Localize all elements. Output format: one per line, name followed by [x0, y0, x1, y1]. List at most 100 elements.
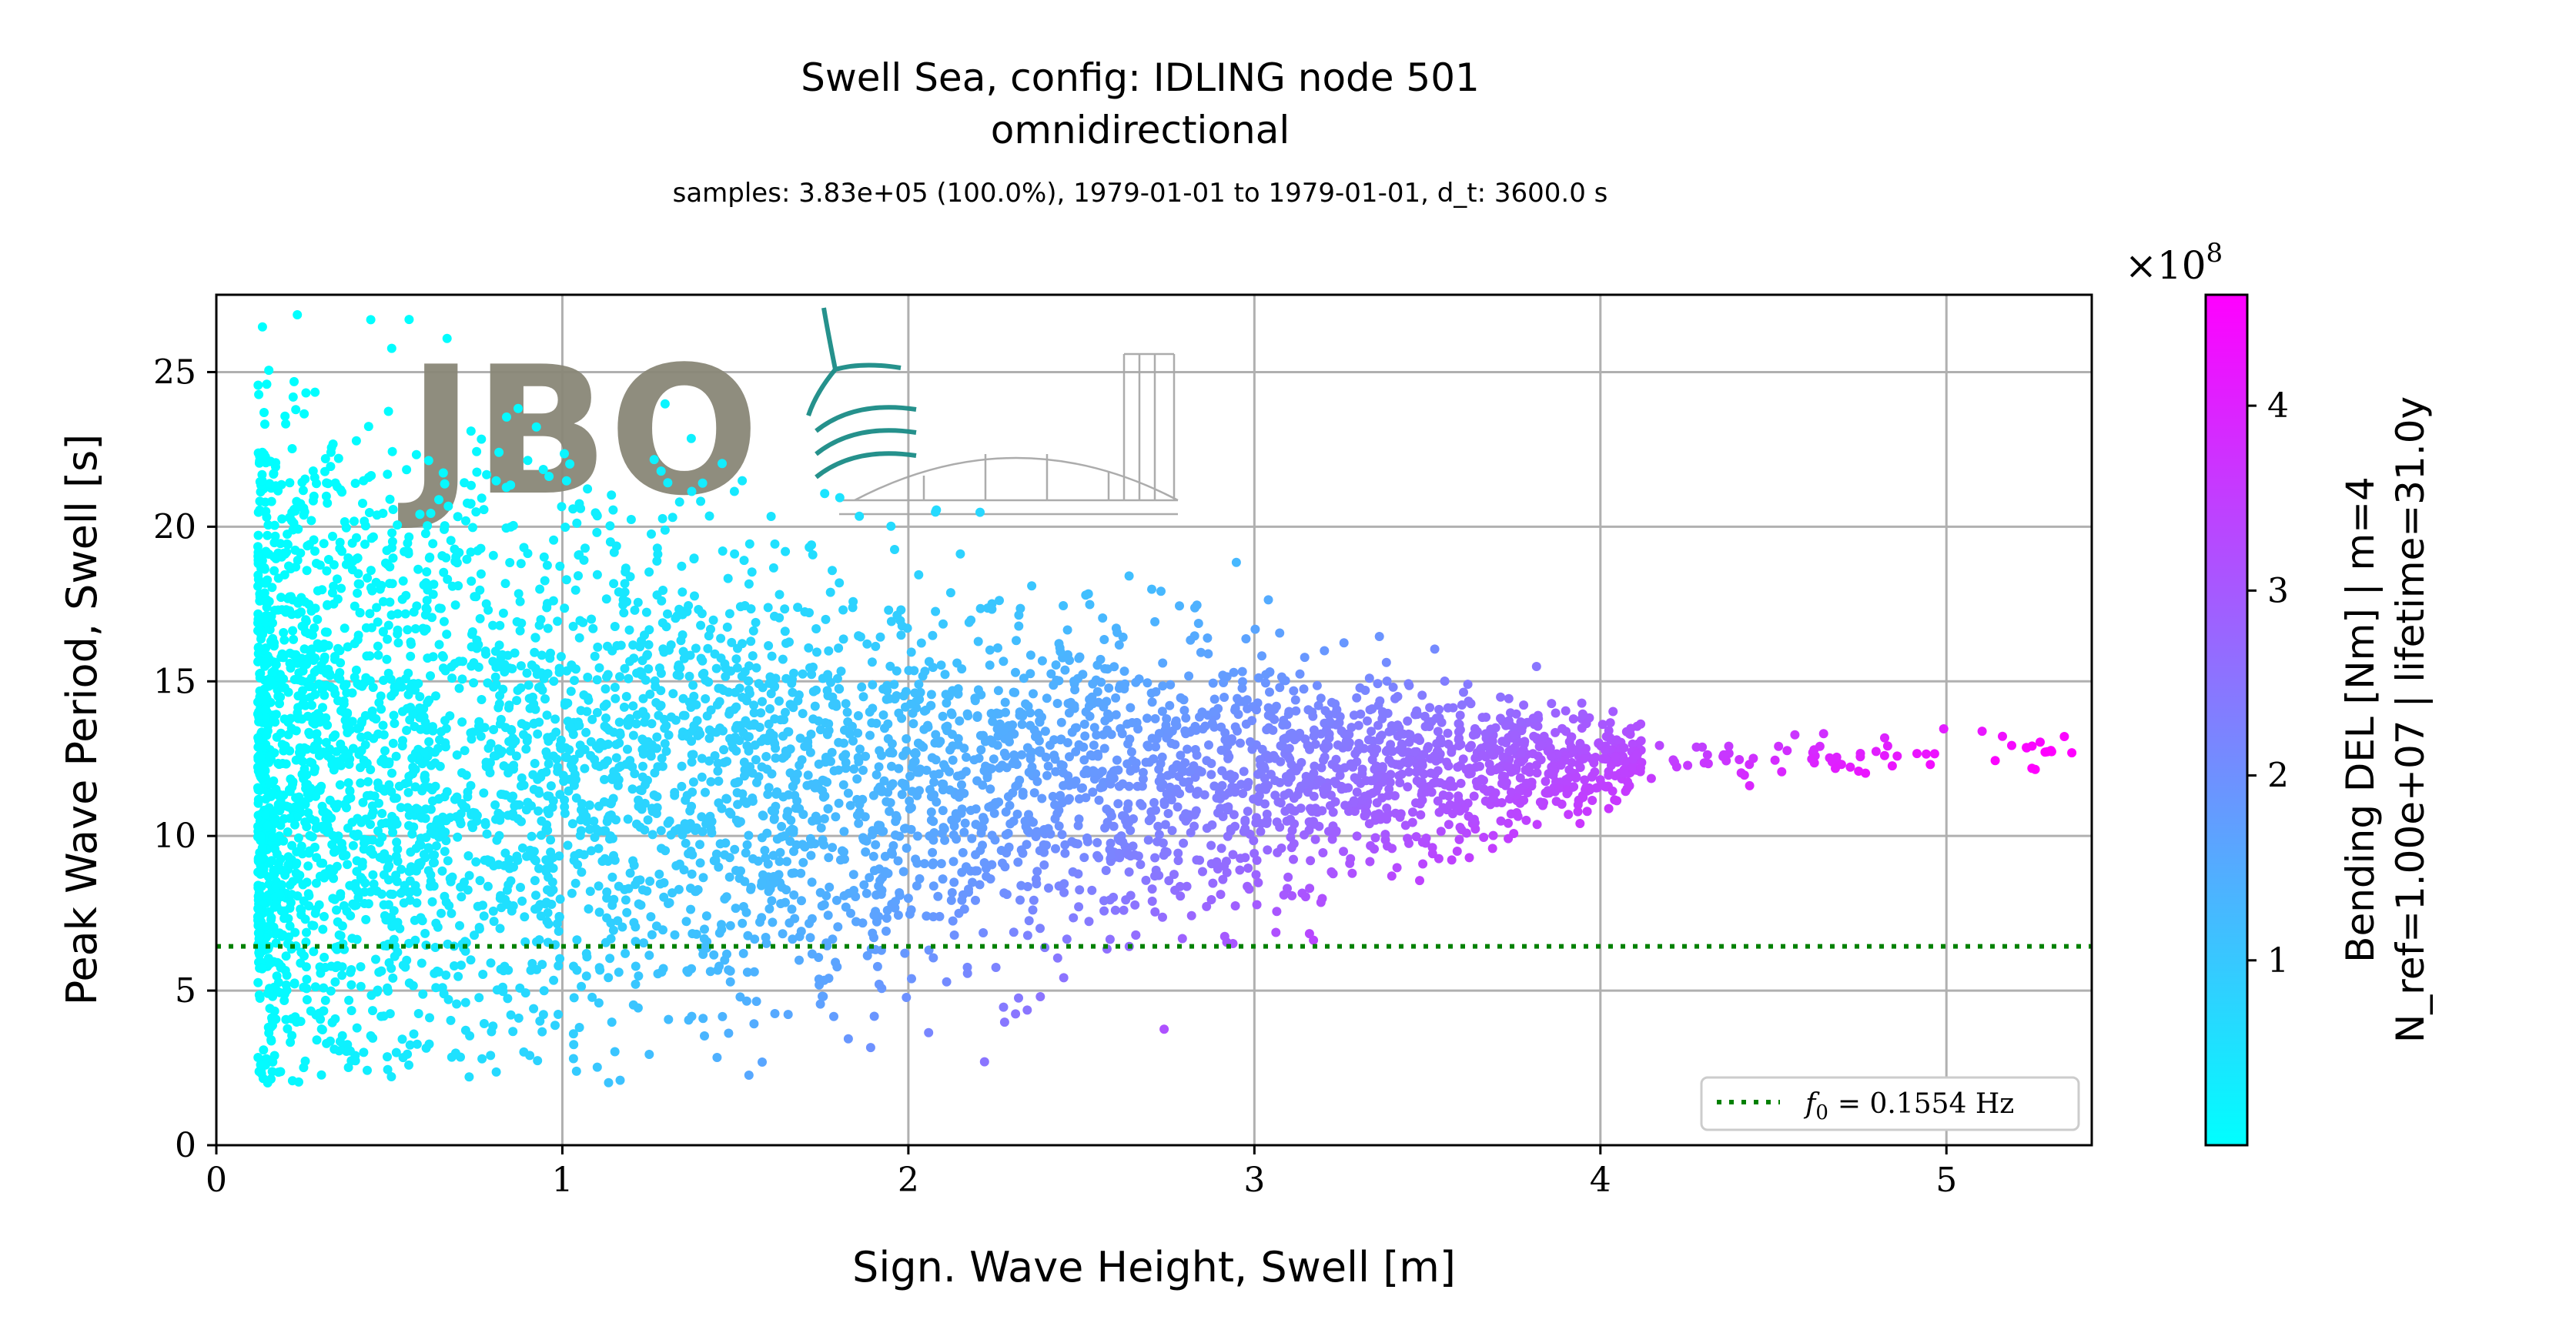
scatter-point: [628, 640, 638, 650]
scatter-point: [319, 539, 329, 549]
scatter-point: [1437, 717, 1447, 727]
scatter-point: [882, 914, 892, 923]
scatter-point: [1055, 646, 1066, 656]
scatter-point: [886, 616, 896, 626]
scatter-point: [926, 807, 936, 817]
scatter-point: [893, 856, 903, 866]
scatter-point: [692, 716, 702, 726]
scatter-point: [726, 809, 736, 819]
scatter-point: [1310, 761, 1320, 771]
scatter-point: [321, 713, 331, 723]
scatter-point: [440, 847, 450, 857]
scatter-point: [962, 968, 972, 978]
scatter-point: [854, 818, 864, 828]
scatter-point: [298, 486, 308, 496]
scatter-point: [580, 543, 590, 553]
scatter-point: [287, 444, 297, 453]
scatter-point: [624, 625, 634, 635]
scatter-point: [1515, 773, 1525, 783]
scatter-point: [358, 797, 368, 807]
scatter-point: [671, 715, 681, 725]
scatter-point: [284, 802, 293, 812]
scatter-point: [266, 677, 276, 686]
scatter-point: [1544, 769, 1554, 779]
scatter-point: [919, 859, 929, 869]
scatter-point: [1088, 679, 1098, 689]
scatter-point: [960, 818, 970, 828]
scatter-point: [1171, 716, 1181, 726]
scatter-point: [284, 561, 293, 571]
scatter-point: [1352, 787, 1362, 797]
scatter-point: [607, 490, 617, 500]
scatter-point: [755, 917, 764, 927]
scatter-point: [387, 768, 396, 778]
scatter-point: [406, 637, 416, 647]
scatter-point: [289, 634, 299, 644]
scatter-point: [385, 597, 395, 607]
scatter-point: [1025, 720, 1035, 730]
scatter-point: [1185, 783, 1195, 793]
scatter-point: [506, 876, 516, 886]
scatter-point: [433, 815, 443, 825]
scatter-point: [393, 638, 403, 648]
scatter-point: [758, 870, 768, 880]
scatter-point: [1180, 726, 1190, 736]
scatter-point: [999, 888, 1009, 898]
scatter-point: [1173, 802, 1183, 812]
scatter-point: [1204, 740, 1213, 750]
scatter-point: [678, 710, 688, 720]
scatter-point: [1459, 687, 1468, 697]
scatter-point: [253, 380, 263, 390]
scatter-point: [413, 804, 423, 814]
scatter-point: [1067, 837, 1077, 847]
scatter-point: [905, 796, 915, 806]
scatter-point: [348, 899, 358, 909]
scatter-point: [1397, 741, 1407, 751]
scatter-point: [1845, 762, 1855, 772]
scatter-point: [1582, 786, 1592, 796]
scatter-point: [306, 516, 316, 526]
scatter-point: [982, 871, 992, 881]
scatter-point: [397, 1034, 407, 1044]
scatter-point: [874, 762, 884, 772]
scatter-point: [511, 751, 521, 761]
scatter-point: [383, 1052, 392, 1062]
scatter-point: [568, 1054, 578, 1064]
scatter-point: [818, 991, 828, 1001]
scatter-point: [446, 536, 456, 546]
scatter-point: [1535, 797, 1545, 807]
scatter-point: [713, 766, 723, 776]
scatter-point: [1433, 766, 1443, 776]
scatter-point: [289, 376, 299, 386]
scatter-point: [768, 730, 778, 740]
scatter-point: [417, 759, 427, 769]
scatter-point: [1085, 600, 1095, 610]
scatter-point: [893, 910, 903, 920]
scatter-point: [1094, 853, 1104, 863]
scatter-point: [1224, 752, 1234, 762]
scatter-point: [1212, 857, 1222, 867]
scatter-point: [534, 786, 544, 796]
scatter-point: [383, 406, 393, 416]
scatter-point: [1012, 809, 1022, 819]
scatter-point: [1158, 658, 1168, 668]
scatter-point: [603, 641, 612, 651]
scatter-point: [1608, 707, 1618, 717]
scatter-point: [686, 904, 696, 914]
scatter-point: [652, 743, 662, 753]
scatter-point: [457, 892, 467, 902]
scatter-point: [555, 954, 565, 964]
scatter-point: [253, 977, 263, 987]
scatter-point: [404, 1060, 413, 1070]
scatter-point: [610, 855, 620, 865]
scatter-point: [480, 817, 490, 827]
scatter-point: [312, 1035, 322, 1045]
scatter-point: [1257, 651, 1266, 661]
scatter-point: [255, 456, 265, 466]
scatter-point: [319, 652, 330, 662]
scatter-point: [510, 801, 520, 811]
scatter-point: [1137, 800, 1147, 810]
scatter-point: [440, 524, 449, 534]
scatter-point: [1350, 749, 1360, 759]
scatter-point: [310, 816, 320, 826]
